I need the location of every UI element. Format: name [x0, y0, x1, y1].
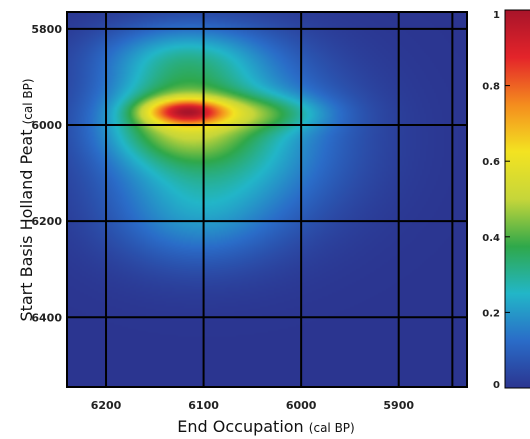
grid-lines	[67, 12, 467, 387]
x-axis-label: End Occupation (cal BP)	[177, 417, 354, 436]
colorbar-tick-label: 1	[493, 10, 500, 21]
y-tick-labels: 5800 6000 6200 6400	[31, 23, 62, 324]
y-axis-unit: (cal BP)	[21, 78, 35, 124]
x-tick-label: 5900	[383, 399, 414, 412]
x-tick-label: 6200	[91, 399, 122, 412]
colorbar-tick-label: 0.4	[482, 233, 500, 244]
y-tick-label: 6000	[31, 119, 62, 132]
x-axis-label-text: End Occupation	[177, 417, 303, 436]
x-tick-labels: 6200 6100 6000 5900	[91, 399, 415, 412]
density-heatmap	[67, 12, 467, 387]
x-tick-label: 6000	[286, 399, 317, 412]
y-tick-label: 6400	[31, 311, 62, 324]
colorbar-gradient	[504, 9, 530, 389]
colorbar-tick-label: 0	[493, 380, 500, 391]
colorbar-tick-label: 0.2	[482, 308, 500, 319]
colorbar-ticks: 0 0.2 0.4 0.6 0.8 1	[482, 9, 510, 391]
plot-area	[66, 11, 468, 388]
x-axis-unit: (cal BP)	[309, 421, 355, 435]
y-tick-label: 5800	[31, 23, 62, 36]
y-tick-label: 6200	[31, 215, 62, 228]
y-axis-label: Start Basis Holland Peat (cal BP)	[17, 78, 36, 321]
plot-frame	[66, 11, 468, 388]
colorbar: 0 0.2 0.4 0.6 0.8 1	[482, 9, 530, 391]
y-axis-label-text: Start Basis Holland Peat	[17, 129, 36, 321]
colorbar-tick-label: 0.8	[482, 82, 500, 93]
colorbar-tick-label: 0.6	[482, 157, 500, 168]
x-tick-label: 6100	[188, 399, 219, 412]
